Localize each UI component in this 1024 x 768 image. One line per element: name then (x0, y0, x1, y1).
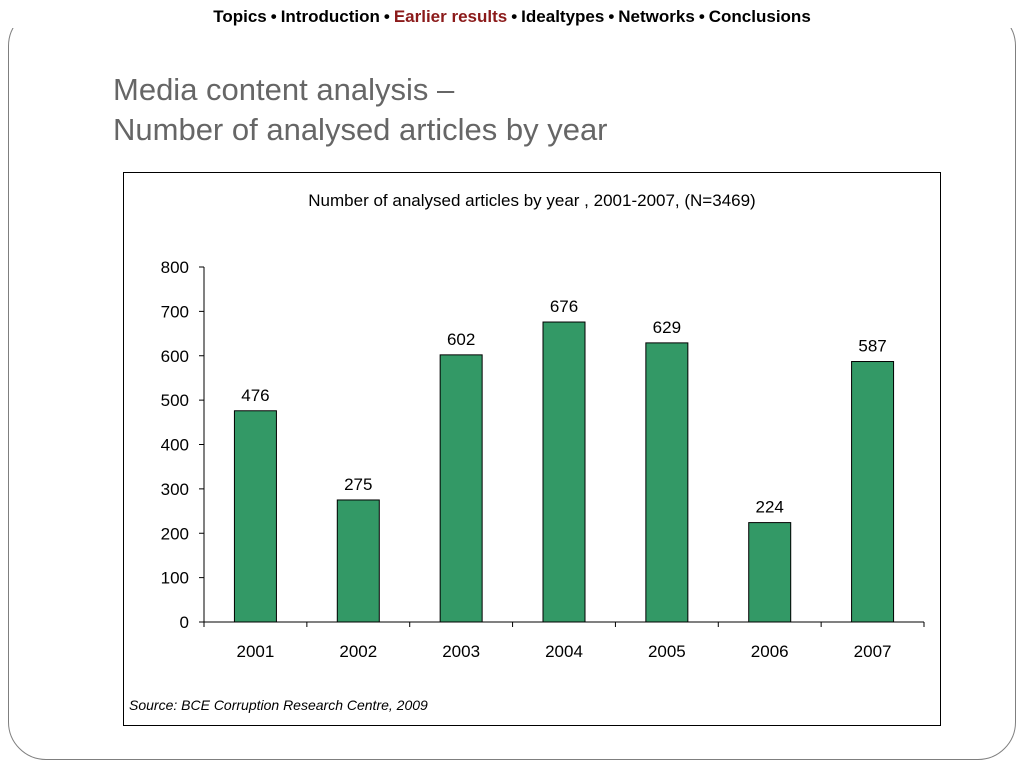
x-tick-label: 2001 (237, 642, 275, 661)
y-tick-label: 700 (161, 302, 189, 321)
nav-separator: • (383, 7, 390, 26)
y-tick-label: 300 (161, 480, 189, 499)
data-label: 476 (241, 386, 269, 405)
y-tick-label: 500 (161, 391, 189, 410)
y-tick-label: 400 (161, 436, 189, 455)
data-label: 602 (447, 330, 475, 349)
bar-2004 (542, 321, 586, 623)
data-label: 587 (858, 337, 886, 356)
x-tick-label: 2004 (545, 642, 583, 661)
x-tick-label: 2006 (751, 642, 789, 661)
nav-item-topics[interactable]: Topics (213, 7, 267, 26)
slide-title-line2: Number of analysed articles by year (113, 112, 608, 147)
bar-chart: 0 100 200 300 400 500 600 700 800 476 2001 275 2002 6… (161, 258, 925, 661)
source-note: Source: BCE Corruption Research Centre, … (129, 697, 428, 713)
data-label: 224 (756, 498, 784, 517)
nav-separator: • (511, 7, 518, 26)
nav-separator: • (270, 7, 277, 26)
bar-2007 (851, 361, 895, 623)
y-tick-label: 100 (161, 569, 189, 588)
nav-item-earlier-results[interactable]: Earlier results (393, 7, 508, 26)
x-tick-label: 2002 (339, 642, 377, 661)
chart-panel: Number of analysed articles by year , 20… (123, 172, 941, 726)
topic-navigation: Topics • Introduction • Earlier results • Idea… (0, 6, 1024, 28)
y-tick-label: 800 (161, 258, 189, 277)
bar-2006 (748, 522, 792, 623)
data-label: 676 (550, 297, 578, 316)
y-tick-label: 0 (180, 613, 189, 632)
bar-2005 (645, 342, 689, 623)
data-label: 275 (344, 475, 372, 494)
nav-item-networks[interactable]: Networks (618, 7, 695, 26)
chart-title: Number of analysed articles by year , 20… (308, 191, 756, 210)
bar-2001 (233, 410, 277, 623)
x-tick-label: 2003 (442, 642, 480, 661)
y-tick-label: 600 (161, 347, 189, 366)
nav-item-idealtypes[interactable]: Idealtypes (521, 7, 605, 26)
x-tick-label: 2007 (854, 642, 892, 661)
nav-separator: • (698, 7, 705, 26)
nav-item-conclusions[interactable]: Conclusions (708, 7, 811, 26)
y-tick-label: 200 (161, 524, 189, 543)
slide-title: Media content analysis – Number of analy… (113, 70, 608, 150)
bar-2003 (439, 354, 483, 623)
data-label: 629 (653, 318, 681, 337)
nav-separator: • (608, 7, 615, 26)
x-tick-label: 2005 (648, 642, 686, 661)
bar-2002 (336, 499, 380, 623)
nav-item-introduction[interactable]: Introduction (280, 7, 380, 26)
slide-title-line1: Media content analysis – (113, 72, 455, 107)
